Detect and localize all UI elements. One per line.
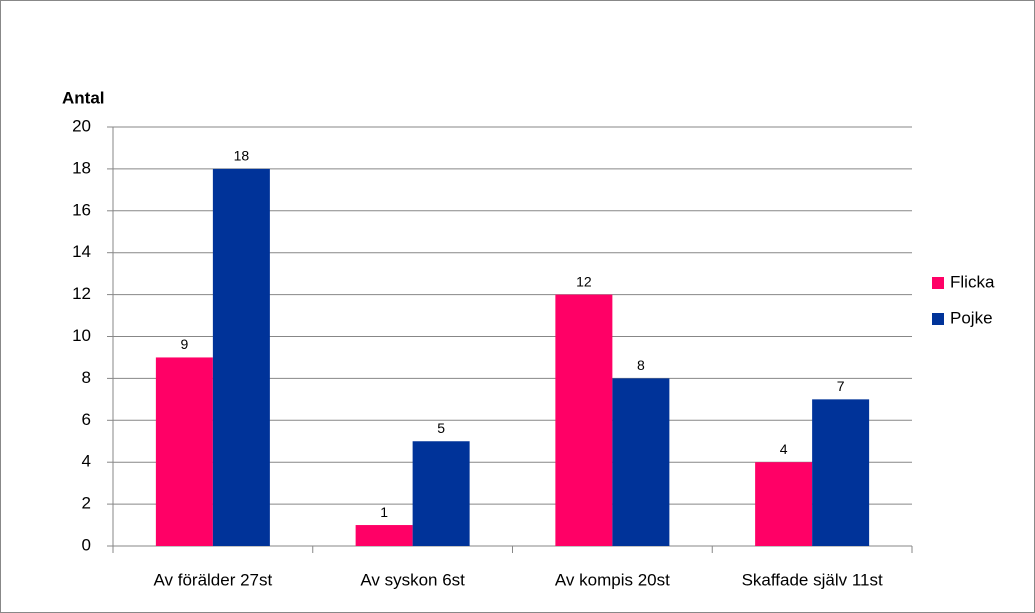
y-tick-label: 0 [82,535,91,554]
legend-label: Flicka [950,272,995,291]
bar [155,357,213,546]
bar [755,462,813,546]
data-label: 9 [180,336,188,352]
x-tick-label: Av förälder 27st [153,570,272,589]
bar [612,378,670,546]
data-label: 18 [234,148,250,164]
data-label: 8 [637,357,645,373]
bar [212,168,270,546]
y-tick-label: 12 [72,284,91,303]
y-tick-label: 10 [72,326,91,345]
bar [355,525,413,546]
data-label: 1 [380,504,388,520]
data-label: 4 [780,441,788,457]
data-label: 12 [576,273,592,289]
y-axis-label: Antal [62,88,105,107]
legend-swatch [932,277,944,289]
legend-swatch [932,313,944,325]
y-tick-label: 4 [82,452,91,471]
x-tick-label: Av syskon 6st [360,570,465,589]
bar [412,441,470,546]
data-label: 5 [437,420,445,436]
x-tick-label: Skaffade själv 11st [742,570,883,589]
y-tick-label: 16 [72,200,91,219]
y-tick-label: 18 [72,158,91,177]
data-label: 7 [837,378,845,394]
y-tick-label: 6 [82,410,91,429]
bar [555,294,613,546]
bar [812,399,870,546]
y-tick-label: 8 [82,368,91,387]
x-tick-label: Av kompis 20st [555,570,670,589]
legend-label: Pojke [950,308,993,327]
y-tick-label: 14 [72,242,91,261]
y-tick-label: 20 [72,116,91,135]
y-tick-label: 2 [82,494,91,513]
